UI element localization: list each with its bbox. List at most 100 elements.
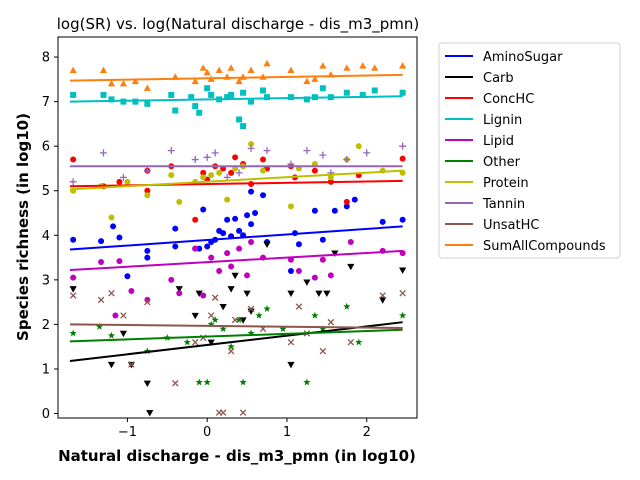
- data-point: [211, 316, 219, 324]
- data-point: [264, 94, 271, 101]
- data-point: [131, 77, 139, 85]
- data-point: [124, 273, 131, 280]
- data-point: [107, 79, 116, 87]
- plot-area: [69, 59, 407, 417]
- data-point: [207, 312, 215, 319]
- y-tick-label: 7: [42, 95, 50, 110]
- data-point: [110, 223, 117, 230]
- legend-label: Protein: [483, 176, 529, 191]
- data-point: [343, 203, 350, 210]
- data-point: [244, 272, 251, 279]
- data-point: [172, 107, 179, 114]
- fit-line-lignin: [69, 95, 403, 103]
- data-point: [70, 236, 77, 243]
- data-point: [343, 302, 351, 310]
- data-point: [144, 298, 151, 306]
- data-point: [227, 342, 235, 350]
- legend-label: Other: [483, 155, 521, 170]
- legend-label: UnsatHC: [483, 218, 539, 233]
- legend-item-protein: Protein: [445, 176, 529, 191]
- data-point: [399, 267, 407, 274]
- data-point: [331, 207, 338, 214]
- data-point: [203, 68, 211, 76]
- data-point: [355, 143, 362, 150]
- data-point: [172, 243, 179, 250]
- data-point: [119, 173, 127, 181]
- y-tick-label: 0: [42, 407, 50, 422]
- plot-frame: [57, 36, 418, 419]
- data-point: [231, 316, 239, 324]
- data-point: [99, 66, 108, 74]
- legend-item-aminosugar: AminoSugar: [445, 50, 563, 65]
- data-point: [144, 254, 151, 261]
- data-point: [191, 156, 199, 164]
- data-point: [227, 347, 235, 355]
- axis-ticks: −1 0 1 2 0 1 2 3 4 5 6 7 8: [42, 51, 371, 440]
- data-point: [224, 250, 231, 257]
- data-point: [204, 85, 211, 92]
- data-point: [319, 151, 327, 159]
- data-point: [247, 144, 255, 152]
- data-point: [260, 87, 267, 94]
- data-point: [319, 325, 327, 332]
- data-point: [116, 258, 123, 265]
- data-point: [168, 91, 175, 98]
- data-point: [235, 316, 243, 324]
- data-point: [200, 292, 207, 299]
- data-point: [70, 91, 77, 98]
- data-point: [239, 378, 247, 386]
- data-point: [143, 84, 151, 91]
- legend-label: ConcHC: [483, 92, 534, 107]
- data-point: [191, 312, 199, 320]
- x-axis-label: Natural discharge - dis_m3_pmn (in log10…: [58, 447, 416, 465]
- data-point: [176, 290, 183, 297]
- data-point: [260, 156, 267, 163]
- x-tick-label: 2: [363, 425, 371, 440]
- data-point: [399, 216, 406, 223]
- chart-title: log(SR) vs. log(Natural discharge - dis_…: [57, 15, 420, 34]
- data-point: [327, 318, 335, 326]
- data-point: [99, 149, 107, 157]
- data-point: [200, 174, 207, 181]
- data-point: [132, 98, 139, 105]
- legend-label: Carb: [483, 71, 514, 86]
- data-point: [108, 289, 115, 297]
- data-point: [263, 59, 271, 67]
- y-tick-label: 6: [42, 140, 50, 155]
- data-point: [359, 62, 367, 69]
- data-point: [359, 91, 366, 98]
- data-point: [211, 294, 219, 301]
- data-point: [208, 254, 215, 261]
- data-point: [244, 212, 251, 219]
- data-point: [287, 338, 295, 346]
- data-point: [232, 215, 239, 222]
- data-point: [343, 64, 351, 71]
- data-point: [315, 290, 323, 298]
- legend-item-lipid: Lipid: [445, 134, 514, 149]
- legend-item-conchc: ConcHC: [445, 92, 534, 107]
- legend-item-carb: Carb: [445, 71, 514, 86]
- data-point: [260, 192, 267, 199]
- data-point: [144, 187, 151, 194]
- legend-label: Tannin: [482, 197, 525, 212]
- data-point: [98, 259, 105, 266]
- data-point: [228, 91, 235, 98]
- legend-item-sumallcompounds: SumAllCompounds: [445, 239, 606, 254]
- data-point: [263, 241, 271, 249]
- data-point: [236, 245, 243, 252]
- data-point: [399, 155, 406, 162]
- data-point: [240, 123, 247, 130]
- data-point: [143, 167, 151, 175]
- data-point: [287, 267, 294, 274]
- data-point: [224, 216, 231, 223]
- data-point: [263, 147, 271, 155]
- data-point: [248, 238, 255, 245]
- data-point: [327, 174, 334, 181]
- data-point: [232, 154, 239, 161]
- data-point: [239, 409, 247, 416]
- data-point: [95, 322, 104, 330]
- data-point: [119, 79, 128, 87]
- legend-item-tannin: Tannin: [445, 197, 525, 212]
- data-point: [343, 89, 350, 96]
- legend-frame: [438, 42, 621, 259]
